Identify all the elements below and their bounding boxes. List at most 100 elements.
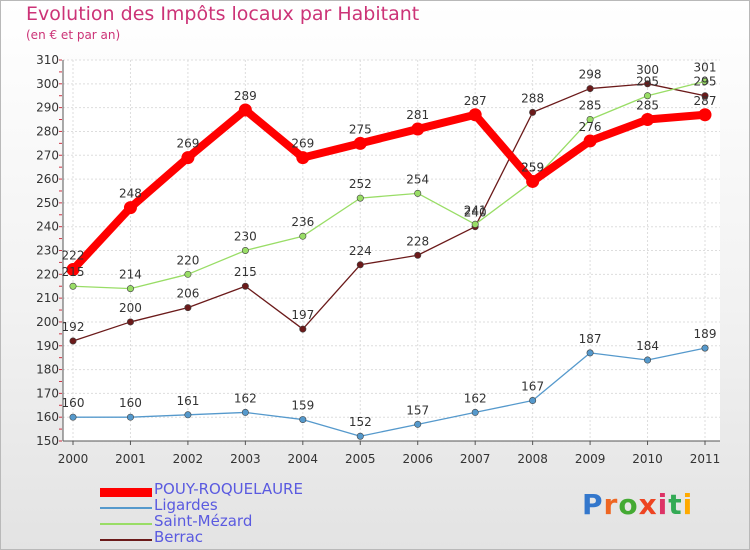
data-label-ligardes: 159 — [291, 399, 314, 413]
series-line-saint-mezard — [72, 80, 706, 290]
data-point-ligardes — [529, 397, 537, 405]
data-label-saint-mezard: 295 — [636, 75, 659, 89]
data-label-ligardes: 162 — [464, 391, 487, 405]
data-point-berrac — [184, 304, 192, 312]
data-point-pouy-roquelaure — [353, 136, 367, 150]
data-point-pouy-roquelaure — [526, 174, 540, 188]
series-line-ligardes — [72, 347, 706, 437]
data-label-berrac: 298 — [579, 68, 602, 82]
data-label-ligardes: 160 — [62, 396, 85, 410]
series-line-pouy-roquelaure — [69, 106, 709, 274]
x-tick-label: 2006 — [402, 452, 433, 466]
y-tick-label: 190 — [36, 339, 59, 353]
x-tick-label: 2007 — [460, 452, 491, 466]
data-point-pouy-roquelaure — [641, 113, 655, 127]
data-label-berrac: 192 — [62, 320, 85, 334]
data-label-berrac: 200 — [119, 301, 142, 315]
chart-title: Evolution des Impôts locaux par Habitant — [26, 3, 420, 25]
data-label-berrac: 206 — [176, 287, 199, 301]
data-label-berrac: 288 — [521, 91, 544, 105]
y-tick-label: 260 — [36, 172, 59, 186]
y-tick-label: 220 — [36, 267, 59, 281]
data-label-saint-mezard: 259 — [521, 160, 544, 174]
data-label-berrac: 295 — [694, 75, 717, 89]
data-label-saint-mezard: 252 — [349, 177, 372, 191]
legend-label: POUY-ROQUELAURE — [154, 480, 303, 498]
data-point-ligardes — [241, 408, 249, 416]
y-tick-label: 200 — [36, 315, 59, 329]
logo-letter: i — [682, 488, 694, 521]
data-label-pouy-roquelaure: 289 — [234, 89, 257, 103]
data-point-saint-mezard — [184, 270, 192, 278]
data-point-pouy-roquelaure — [123, 201, 137, 215]
data-point-pouy-roquelaure — [468, 108, 482, 122]
data-point-saint-mezard — [69, 282, 77, 290]
data-point-berrac — [586, 85, 594, 93]
legend-label: Berrac — [154, 528, 204, 546]
x-tick-label: 2009 — [575, 452, 606, 466]
data-label-ligardes: 157 — [406, 403, 429, 417]
data-label-berrac: 300 — [636, 63, 659, 77]
data-point-pouy-roquelaure — [411, 122, 425, 136]
data-label-pouy-roquelaure: 281 — [406, 108, 429, 122]
data-label-ligardes: 189 — [694, 327, 717, 341]
data-label-ligardes: 162 — [234, 391, 257, 405]
data-label-saint-mezard: 301 — [694, 60, 717, 74]
data-point-saint-mezard — [471, 220, 479, 228]
data-label-pouy-roquelaure: 287 — [694, 94, 717, 108]
data-point-ligardes — [471, 408, 479, 416]
data-point-saint-mezard — [414, 189, 422, 197]
data-point-berrac — [299, 325, 307, 333]
data-label-berrac: 240 — [464, 206, 487, 220]
data-label-saint-mezard: 285 — [579, 99, 602, 113]
data-label-saint-mezard: 230 — [234, 230, 257, 244]
logo-letter: P — [582, 488, 604, 521]
data-point-pouy-roquelaure — [181, 151, 195, 165]
x-tick-label: 2000 — [58, 452, 89, 466]
data-label-ligardes: 187 — [579, 332, 602, 346]
data-point-saint-mezard — [241, 247, 249, 255]
data-point-berrac — [414, 251, 422, 259]
data-label-pouy-roquelaure: 222 — [62, 249, 85, 263]
legend-swatch — [100, 539, 152, 541]
data-label-ligardes: 161 — [176, 394, 199, 408]
data-point-ligardes — [356, 432, 364, 440]
data-point-berrac — [69, 337, 77, 345]
x-tick-label: 2010 — [632, 452, 663, 466]
data-label-pouy-roquelaure: 269 — [291, 137, 314, 151]
data-point-berrac — [126, 318, 134, 326]
data-point-berrac — [701, 92, 709, 100]
data-label-pouy-roquelaure: 248 — [119, 187, 142, 201]
data-point-pouy-roquelaure — [66, 263, 80, 277]
data-point-berrac — [529, 108, 537, 116]
data-label-saint-mezard: 220 — [176, 253, 199, 267]
legend-swatch — [100, 488, 152, 497]
proxiti-logo: Proxiti — [582, 488, 693, 521]
x-tick-label: 2008 — [517, 452, 548, 466]
y-tick-label: 170 — [36, 386, 59, 400]
logo-letter: i — [657, 488, 669, 521]
data-label-berrac: 224 — [349, 244, 372, 258]
data-point-ligardes — [701, 344, 709, 352]
data-label-saint-mezard: 254 — [406, 172, 429, 186]
data-label-pouy-roquelaure: 287 — [464, 94, 487, 108]
y-tick-label: 240 — [36, 220, 59, 234]
data-point-pouy-roquelaure — [583, 134, 597, 148]
data-point-saint-mezard — [644, 92, 652, 100]
x-tick-label: 2001 — [115, 452, 146, 466]
y-tick-label: 300 — [36, 77, 59, 91]
y-tick-label: 270 — [36, 148, 59, 162]
data-label-pouy-roquelaure: 259 — [521, 160, 544, 174]
x-tick-label: 2003 — [230, 452, 261, 466]
x-tick-label: 2004 — [288, 452, 319, 466]
data-point-ligardes — [414, 420, 422, 428]
data-point-saint-mezard — [126, 285, 134, 293]
data-label-saint-mezard: 241 — [464, 203, 487, 217]
chart-plot: 1501601701801902002102202302402502602702… — [36, 53, 720, 466]
data-point-berrac — [644, 80, 652, 88]
data-point-pouy-roquelaure — [238, 103, 252, 117]
data-point-saint-mezard — [701, 77, 709, 85]
y-tick-label: 290 — [36, 101, 59, 115]
data-point-ligardes — [644, 356, 652, 364]
data-point-pouy-roquelaure — [698, 108, 712, 122]
